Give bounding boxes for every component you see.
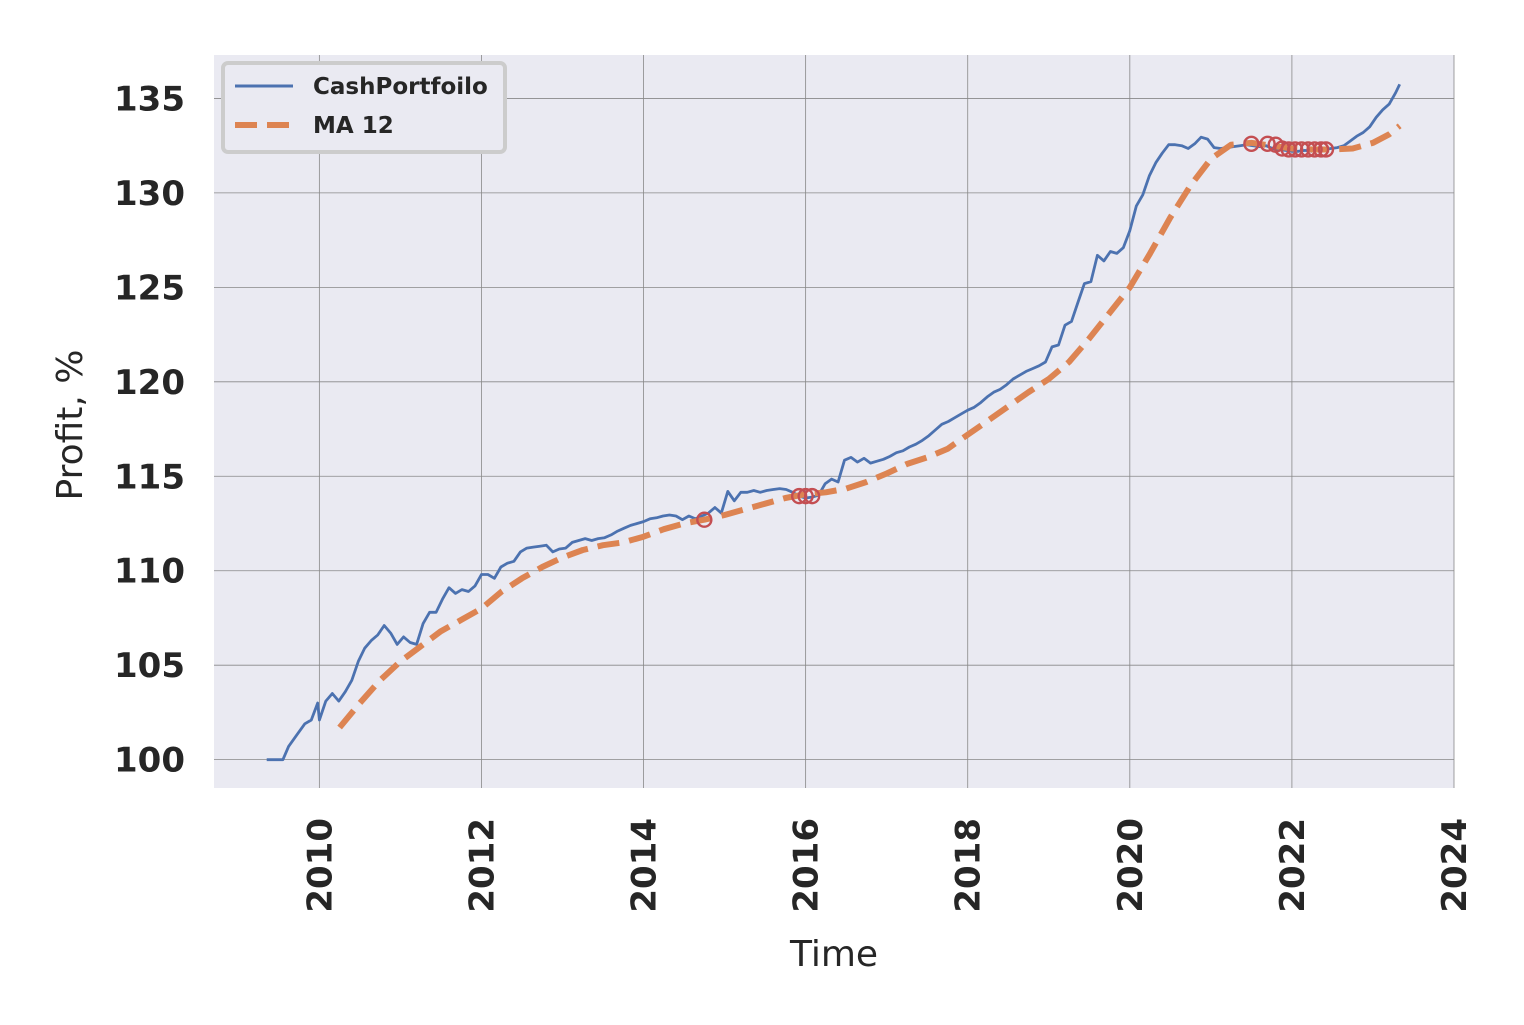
marker-point [1243,135,1260,152]
x-tick-label: 2014 [625,818,665,913]
y-tick-label: 135 [114,79,185,119]
legend-label-cashportfoilo: CashPortfoilo [313,74,488,100]
y-tick-label: 105 [114,646,185,686]
marker-point [1259,135,1276,152]
marker-point [797,487,814,505]
plot-background [214,55,1454,788]
x-tick-labels: 2010 2012 2014 2016 2018 2020 2022 2024 [300,818,1475,913]
x-tick-label: 2024 [1435,818,1475,913]
legend: CashPortfoilo MA 12 [221,61,507,154]
x-tick-label: 2012 [462,818,502,913]
y-tick-label: 120 [114,363,185,403]
x-tick-label: 2020 [1111,818,1151,913]
marker-point [803,487,821,505]
marker-group [696,135,1335,528]
x-tick-label: 2022 [1273,818,1313,913]
y-tick-label: 125 [114,268,185,308]
x-tick-label: 2010 [300,818,340,913]
legend-box [221,61,507,154]
series-line-ma12 [337,123,1402,730]
marker-point [696,511,713,528]
y-tick-labels: 100 105 110 115 120 125 130 135 [114,79,185,780]
legend-label-ma12: MA 12 [313,113,394,139]
series-group [266,83,1402,762]
y-tick-label: 130 [114,174,185,214]
x-axis-label: Time [789,934,878,975]
x-tick-label: 2016 [787,818,827,913]
grid [214,55,1455,788]
x-tick-label: 2018 [949,818,989,913]
series-line-cashportfoilo [266,83,1401,762]
marker-point [1306,141,1323,158]
y-tick-label: 115 [114,457,185,497]
y-tick-label: 100 [114,741,185,781]
marker-point [1312,141,1330,158]
y-tick-label: 110 [114,552,185,592]
y-axis-label: Profit, % [50,350,91,501]
marker-point [1317,141,1335,158]
